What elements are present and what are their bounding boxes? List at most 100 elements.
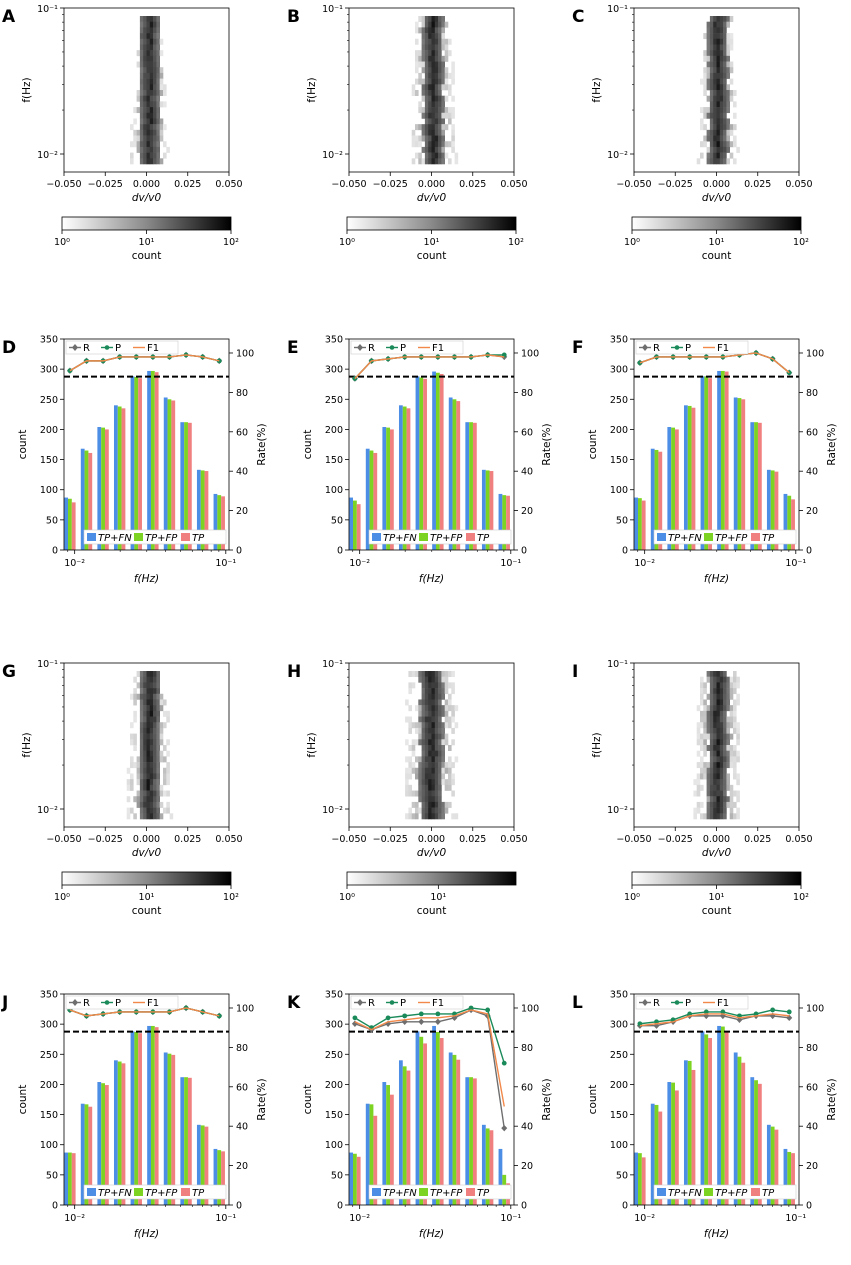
heatmap-cell xyxy=(156,135,160,142)
heatmap-cell xyxy=(716,118,721,125)
heatmap-cell xyxy=(726,67,730,74)
heatmap-cell xyxy=(434,95,439,102)
heatmap-cell xyxy=(700,693,704,700)
heatmap-cell xyxy=(713,682,717,689)
heatmap-cell xyxy=(700,762,704,769)
heatmap-cell xyxy=(156,141,160,148)
bar-tp-fn xyxy=(365,448,370,550)
bar-tp xyxy=(674,429,679,550)
heatmap-cell xyxy=(703,107,707,114)
bar-tp-fp xyxy=(200,470,205,550)
heatmap-cell xyxy=(723,21,727,28)
bar-tp xyxy=(356,504,361,550)
heatmap-cell xyxy=(736,739,740,746)
heatmap-cell xyxy=(424,38,429,45)
heatmap-cell xyxy=(706,807,711,814)
legend-bar-label: TP xyxy=(477,533,490,544)
heatmap-cell xyxy=(438,27,442,34)
bar-tp-fn xyxy=(382,427,387,550)
heatmap-cell xyxy=(431,756,436,763)
heatmap-cell xyxy=(736,813,740,820)
heatmap-cell xyxy=(130,733,134,740)
heatmap-cell xyxy=(723,112,727,119)
bar-tp xyxy=(373,1115,378,1205)
heatmap-cell xyxy=(136,767,141,774)
heatmap-cell xyxy=(448,716,452,723)
heatmap-cell xyxy=(431,722,436,729)
heatmap-cell xyxy=(149,676,154,683)
bar-tp-fn xyxy=(196,1124,201,1205)
heatmap-cell xyxy=(719,727,724,734)
heatmap-cell xyxy=(706,95,711,102)
heatmap-cell xyxy=(418,762,422,769)
x-tick-label: −0.025 xyxy=(373,179,408,190)
marker-p xyxy=(720,1009,726,1015)
y2-tick-label: 80 xyxy=(806,1043,818,1054)
heatmap-cell xyxy=(428,135,432,142)
marker-r xyxy=(719,1012,726,1020)
heatmap-cell xyxy=(139,44,144,51)
heatmap-cell xyxy=(441,756,445,763)
x-tick-label: 10⁻² xyxy=(349,1213,370,1224)
heatmap-cell xyxy=(444,95,449,102)
heatmap-cell xyxy=(709,801,714,808)
bar-tp-fp xyxy=(671,427,675,550)
heatmap-cell xyxy=(733,124,737,131)
colorbar-label: count xyxy=(417,250,447,262)
heatmap-cell xyxy=(438,118,442,125)
heatmap-cell xyxy=(719,710,724,717)
heatmap-cell xyxy=(421,750,426,757)
heatmap-cell xyxy=(431,95,436,102)
heatmap-cell xyxy=(156,722,160,729)
legend-bar-swatch xyxy=(372,1188,381,1196)
heatmap-cell xyxy=(438,796,442,803)
heatmap-cell xyxy=(139,84,144,91)
x-tick-label: 0.000 xyxy=(133,179,160,190)
legend-marker xyxy=(357,344,363,351)
heatmap-cell xyxy=(139,112,144,119)
heatmap-cell xyxy=(733,813,737,820)
bar-tp xyxy=(88,1106,93,1205)
heatmap-cell xyxy=(700,118,704,125)
heatmap-cell xyxy=(156,750,160,757)
heatmap-cell xyxy=(424,129,429,136)
heatmap-cell xyxy=(159,750,164,757)
heatmap-cell xyxy=(434,796,439,803)
heatmap-cell xyxy=(146,50,151,57)
heatmap-cell xyxy=(441,78,445,85)
bar-tp-fp xyxy=(435,372,440,550)
heatmap-cell xyxy=(418,773,422,780)
heatmap-cell xyxy=(418,152,422,159)
marker-p xyxy=(468,1005,474,1011)
bar-legend-box xyxy=(368,529,512,545)
heatmap-cell xyxy=(709,84,714,91)
legend-line-label: F1 xyxy=(147,998,159,1009)
heatmap-cell xyxy=(729,705,734,712)
heatmap-cell xyxy=(159,67,164,74)
heatmap-cell xyxy=(424,682,429,689)
heatmap-cell xyxy=(451,141,455,148)
bar-tp-fn xyxy=(147,370,151,550)
colorbar-label: count xyxy=(132,250,162,262)
heatmap-cell xyxy=(421,773,426,780)
heatmap-cell xyxy=(441,727,445,734)
heatmap-cell xyxy=(719,158,724,165)
y2-axis-label: Rate(%) xyxy=(256,1078,268,1120)
heatmap-cell xyxy=(716,699,721,706)
bar-tp-fp xyxy=(101,1083,105,1205)
heatmap-cell xyxy=(126,813,131,820)
heatmap-cell xyxy=(713,55,717,62)
heatmap-cell xyxy=(146,152,151,159)
legend-bar-label: TP+FP xyxy=(715,1188,748,1199)
heatmap-cell xyxy=(415,61,419,68)
heatmap-cell xyxy=(454,756,459,763)
x-tick-label: 0.050 xyxy=(215,834,242,845)
heatmap-cell xyxy=(156,801,160,808)
heatmap-cell xyxy=(713,118,717,125)
heatmap-cell xyxy=(153,101,157,108)
panel-letter: H xyxy=(287,662,301,682)
heatmap-cell xyxy=(723,107,727,114)
bar-tp xyxy=(674,1090,679,1205)
bar-tp-fn xyxy=(465,1077,470,1205)
heatmap-cell xyxy=(723,750,727,757)
